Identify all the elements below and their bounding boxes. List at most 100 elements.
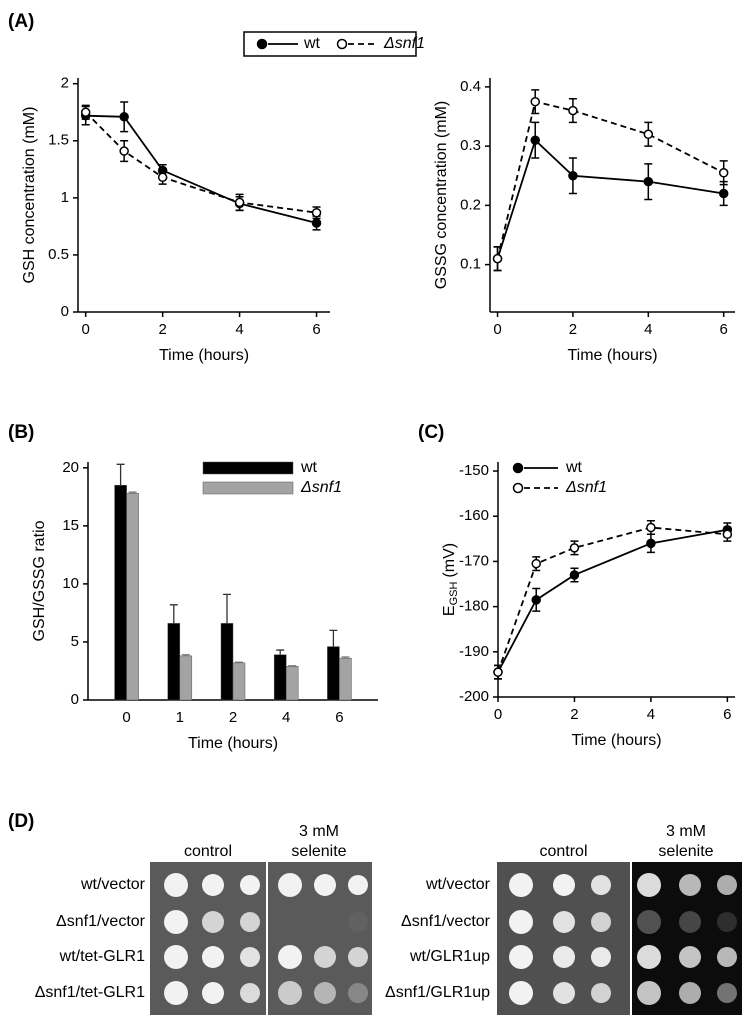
x-tick-label: 2 [569,321,577,338]
error-bar [223,593,231,624]
x-tick-label: 2 [570,706,578,723]
panel-label: (B) [8,422,34,443]
legend-marker [336,38,348,50]
condition-label: selenite [291,843,346,860]
condition-label: 3 mM [666,823,706,840]
strain-label: wt/vector [80,876,146,893]
marker [569,570,580,580]
y-tick-label: -160 [459,507,489,524]
colony-spot [278,873,302,897]
x-axis-label: Time (hours) [571,732,661,749]
bar [232,662,246,701]
y-tick-label: 2 [61,75,69,92]
x-tick-label: 1 [176,709,184,726]
y-tick-label: 1.5 [48,132,69,149]
strain-label: Δsnf1/tet-GLR1 [35,984,145,1001]
strain-label: wt/vector [425,876,491,893]
marker [718,168,729,178]
legend-label: wt [303,35,321,52]
bar [339,657,352,701]
y-axis-label-main: GSH/GSSG ratio [31,520,48,641]
marker [80,107,91,117]
colony-spot [348,912,368,932]
bar [167,623,181,701]
y-tick-label: -170 [459,552,489,569]
y-tick-label: 10 [62,575,79,592]
series-line [497,526,728,673]
colony-spot [553,946,575,968]
colony-spot [202,982,224,1004]
colony-spot [164,945,188,969]
x-tick-label: 2 [229,709,237,726]
condition-label: control [539,843,587,860]
legend-marker [256,38,268,50]
colony-spot [314,982,336,1004]
colony-spot [509,873,533,897]
legend-marker [512,462,524,474]
colony-spot [679,911,701,933]
y-axis-label-main: GSSG concentration (mM) [433,101,450,290]
y-tick-label: 15 [62,517,79,534]
colony-spot [509,981,533,1005]
y-tick-label: -190 [459,643,489,660]
colony-spot [202,874,224,896]
panel-label: (C) [418,422,444,443]
colony-spot [202,946,224,968]
colony-spot [240,983,260,1003]
y-axis-label: GSH/GSSG ratio [31,520,48,641]
y-tick-label: 0.1 [460,256,481,273]
colony-spot [553,874,575,896]
colony-spot [348,983,368,1003]
colony-spot [240,947,260,967]
marker [568,105,578,116]
colony-spot [679,874,701,896]
x-tick-label: 0 [494,706,502,723]
y-tick-label: -150 [459,462,489,479]
condition-label: 3 mM [299,823,339,840]
condition-label: control [184,843,232,860]
marker [119,146,129,156]
error-bar [116,463,125,486]
series-line [85,111,317,214]
legend-marker [512,482,524,494]
condition-label: selenite [658,843,713,860]
y-axis-label: GSH concentration (mM) [21,107,38,284]
colony-spot [278,945,302,969]
colony-spot [240,912,260,932]
y-axis-label-unit: (mV) [441,543,458,578]
colony-spot [509,945,533,969]
legend-label: Δsnf1 [300,479,342,496]
legend-swatch [202,481,294,495]
marker [493,667,503,677]
colony-spot [553,982,575,1004]
y-tick-label: 0.3 [460,137,481,154]
colony-spot [637,981,661,1005]
error-bar [169,604,178,624]
colony-spot [553,911,575,933]
x-tick-label: 2 [158,321,166,338]
colony-spot [164,981,188,1005]
y-tick-label: 1 [61,189,69,206]
colony-spot [202,911,224,933]
strain-label: Δsnf1/vector [401,913,491,930]
x-tick-label: 4 [282,709,290,726]
marker [568,170,578,181]
bar [273,654,287,701]
y-tick-label: -200 [459,688,489,705]
x-tick-label: 0 [122,709,130,726]
marker [157,172,168,183]
x-tick-label: 4 [235,321,243,338]
strain-label: wt/tet-GLR1 [59,948,145,965]
y-tick-label: 0 [61,303,69,320]
x-axis-label: Time (hours) [159,347,249,364]
y-tick-label: -180 [459,598,489,615]
legend-swatch [202,461,294,475]
x-tick-label: 4 [644,321,652,338]
legend-label: wt [300,459,318,476]
bar [327,646,340,701]
y-tick-label: 0.5 [48,246,69,263]
colony-spot [314,946,336,968]
error-bar [329,629,338,647]
colony-spot [717,875,737,895]
